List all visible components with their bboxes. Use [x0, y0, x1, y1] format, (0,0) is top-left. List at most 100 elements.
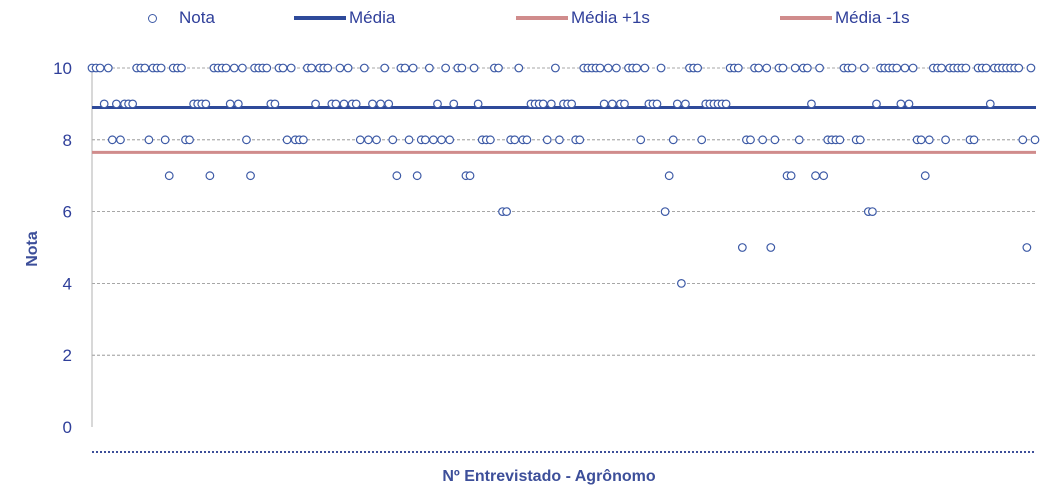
data-point: [721, 99, 731, 109]
data-point: [697, 135, 707, 145]
scatter-chart: 0 2 4 6 8 10 Nota Nº Entrevistado - Agrônomo: [24, 59, 1040, 485]
data-point: [778, 63, 788, 73]
data-point: [636, 135, 646, 145]
data-point: [144, 135, 154, 145]
data-point: [429, 135, 438, 145]
data-point: [388, 135, 398, 145]
data-point: [555, 135, 564, 145]
data-point: [262, 63, 272, 73]
data-point: [896, 99, 906, 109]
data-point: [351, 99, 361, 109]
data-point: [542, 135, 552, 145]
y-tick-label: 10: [53, 59, 72, 78]
data-point: [286, 63, 296, 73]
data-point: [465, 171, 475, 181]
reference-lines: [92, 105, 1036, 154]
y-tick-label: 0: [63, 418, 72, 437]
data-point: [546, 99, 556, 109]
data-point: [985, 99, 995, 109]
data-point: [433, 99, 442, 109]
data-point: [359, 63, 369, 73]
data-point: [221, 63, 231, 73]
data-point: [420, 135, 430, 145]
data-point: [99, 99, 109, 109]
data-points: [87, 63, 1040, 288]
data-point: [510, 135, 520, 145]
y-tick-label: 2: [63, 346, 72, 365]
data-point: [664, 171, 674, 181]
data-point: [522, 135, 532, 145]
data-point: [607, 99, 617, 109]
data-point: [140, 63, 150, 73]
data-point: [364, 135, 373, 145]
data-point: [156, 63, 166, 73]
data-point: [392, 171, 402, 181]
legend-item-nota: Nota: [148, 6, 215, 30]
data-point: [790, 63, 800, 73]
data-point: [111, 99, 121, 109]
data-point: [323, 63, 333, 73]
data-point: [758, 135, 768, 145]
data-point: [1014, 63, 1024, 73]
data-point: [164, 171, 174, 181]
data-point: [766, 243, 776, 252]
chart-legend: Nota Média Média +1s Média -1s: [0, 0, 1041, 36]
data-point: [575, 135, 585, 145]
data-point: [331, 99, 341, 109]
data-point: [278, 63, 288, 73]
data-point: [469, 63, 479, 73]
legend-item-media-plus-1s: Média +1s: [516, 6, 650, 30]
data-point: [969, 135, 979, 145]
circle-marker-icon: [148, 13, 157, 23]
data-point: [177, 63, 186, 73]
line-marker-icon: [780, 16, 832, 20]
data-point: [660, 207, 670, 217]
data-point: [762, 63, 772, 73]
data-point: [1022, 243, 1032, 252]
data-point: [160, 135, 170, 145]
data-point: [233, 99, 243, 109]
data-point: [355, 135, 365, 145]
data-point: [961, 63, 971, 73]
data-point: [128, 99, 138, 109]
legend-item-media: Média: [294, 6, 395, 30]
data-point: [652, 99, 662, 109]
data-point: [103, 63, 113, 73]
data-point: [1030, 135, 1040, 145]
y-tick-label: 6: [63, 203, 72, 222]
legend-label-media: Média: [349, 8, 396, 27]
x-axis-title: Nº Entrevistado - Agrônomo: [442, 468, 655, 485]
data-point: [237, 63, 247, 73]
legend-label-media-plus-1s: Média +1s: [571, 8, 650, 27]
data-point: [441, 63, 451, 73]
data-point: [242, 135, 251, 145]
data-point: [835, 135, 845, 145]
data-point: [746, 135, 755, 145]
data-point: [282, 135, 292, 145]
data-point: [770, 135, 780, 145]
data-point: [494, 63, 503, 73]
data-point: [892, 63, 902, 73]
data-point: [343, 63, 353, 73]
data-point: [412, 171, 422, 181]
data-point: [473, 99, 483, 109]
data-point: [1018, 135, 1028, 145]
data-point: [916, 135, 926, 145]
data-point: [424, 63, 434, 73]
data-point: [693, 63, 703, 73]
data-point: [376, 99, 385, 109]
data-point: [298, 135, 308, 145]
data-point: [611, 63, 621, 73]
data-point: [900, 63, 910, 73]
data-point: [937, 63, 946, 73]
data-point: [668, 135, 678, 145]
data-point: [981, 63, 991, 73]
data-point: [246, 171, 255, 181]
data-point: [737, 243, 747, 252]
data-point: [457, 63, 467, 73]
data-point: [656, 63, 666, 73]
data-point: [632, 63, 642, 73]
gridlines: [92, 67, 1036, 356]
y-axis-ticks: 0 2 4 6 8 10: [53, 59, 72, 437]
data-point: [567, 99, 577, 109]
